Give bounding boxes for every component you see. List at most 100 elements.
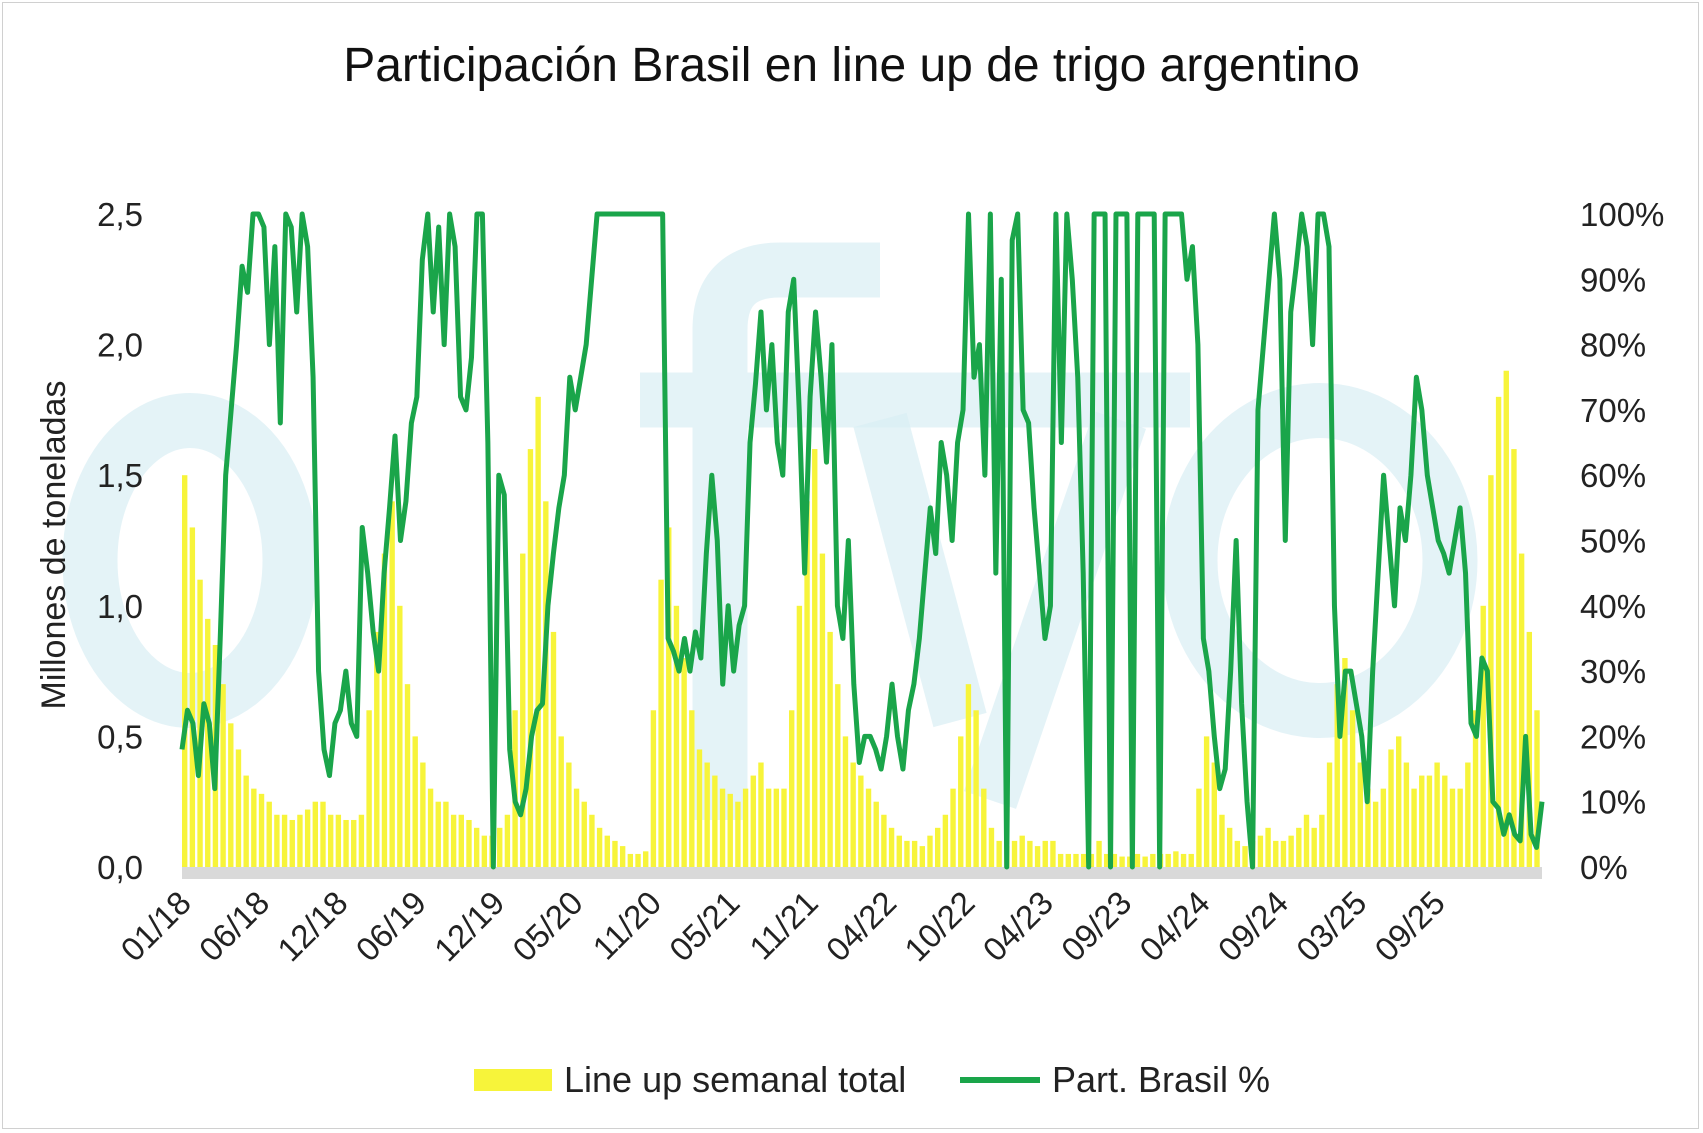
x-axis-baseline: [182, 867, 1542, 879]
y2-tick-label: 40%: [1580, 588, 1646, 625]
bar: [435, 801, 441, 867]
bar: [497, 827, 503, 867]
bar: [1426, 775, 1433, 867]
y2-tick-label: 60%: [1580, 457, 1646, 494]
bar: [973, 710, 979, 867]
x-tick-label: 04/22: [819, 884, 904, 969]
bar: [1203, 736, 1210, 867]
bar: [443, 801, 449, 867]
bar: [573, 788, 580, 867]
bar: [251, 788, 257, 867]
bar: [481, 835, 488, 867]
x-tick-label: 04/24: [1132, 884, 1217, 969]
bar: [281, 814, 288, 867]
bar: [596, 827, 603, 867]
bar: [650, 710, 657, 867]
bar: [942, 814, 949, 867]
y2-tick-label: 80%: [1580, 327, 1646, 364]
bar: [1449, 788, 1456, 867]
x-tick-label: 04/23: [976, 884, 1061, 969]
legend-item-line: Part. Brasil %: [960, 1055, 1270, 1105]
legend: Line up semanal total Part. Brasil %: [0, 1055, 1703, 1105]
bar: [1457, 788, 1463, 867]
bar: [243, 775, 249, 867]
bar: [1526, 631, 1533, 867]
bar: [220, 684, 226, 867]
bar: [1488, 475, 1494, 867]
bar: [297, 814, 303, 867]
x-tick-label: 05/20: [505, 884, 590, 969]
bar: [1042, 840, 1048, 867]
bar: [1280, 840, 1287, 867]
bar: [865, 788, 872, 867]
watermark-shape: [640, 242, 1190, 820]
bar: [1142, 856, 1148, 867]
bar: [1057, 853, 1064, 867]
bar: [397, 605, 403, 867]
bar: [1226, 827, 1233, 867]
bar: [1211, 762, 1217, 867]
watermark-shape: [853, 411, 1147, 809]
bar: [1534, 710, 1540, 867]
bar: [327, 814, 334, 867]
bar: [1411, 788, 1417, 867]
x-tick-label: 12/18: [270, 884, 355, 969]
x-tick-label: 05/21: [662, 884, 747, 969]
bar: [888, 827, 895, 867]
bar: [827, 631, 833, 867]
y2-tick-label: 90%: [1580, 261, 1646, 298]
x-tick-label: 03/25: [1289, 884, 1374, 969]
bar: [466, 819, 472, 867]
bar: [1396, 736, 1402, 867]
bar: [1365, 788, 1371, 867]
bar: [473, 827, 480, 867]
bar: [1495, 396, 1502, 867]
watermark-logo: [62, 242, 1478, 820]
bar: [351, 819, 357, 867]
bar: [235, 749, 242, 867]
legend-swatch-bars: [474, 1069, 552, 1091]
bar: [750, 775, 756, 867]
bar: [950, 788, 956, 867]
bar: [689, 710, 695, 867]
bar: [1011, 840, 1018, 867]
x-tick-label: 09/23: [1054, 884, 1139, 969]
bar: [335, 814, 342, 867]
bar: [904, 840, 910, 867]
bar: [1319, 814, 1325, 867]
bar: [274, 814, 280, 867]
bar: [958, 736, 964, 867]
bar: [266, 801, 272, 867]
bar: [681, 658, 687, 867]
bar: [558, 736, 564, 867]
bar: [312, 801, 318, 867]
bar: [965, 684, 972, 867]
y2-tick-label: 50%: [1580, 523, 1646, 560]
bar: [358, 814, 365, 867]
bar: [1472, 710, 1479, 867]
bar: [1511, 449, 1517, 867]
bar: [604, 835, 610, 867]
bar: [673, 605, 680, 867]
watermark-shape: [1162, 383, 1478, 738]
bar: [1104, 853, 1110, 867]
y2-axis-ticks: 0% 10% 20% 30% 40% 50% 60% 70% 80% 90% 100%: [1580, 196, 1664, 886]
bar: [343, 819, 349, 867]
bar: [1196, 788, 1202, 867]
bar: [911, 840, 918, 867]
x-axis-ticks: 01/1806/1812/1806/1912/1905/2011/2005/21…: [113, 884, 1452, 969]
bar: [412, 736, 418, 867]
bar: [1518, 553, 1525, 867]
bar: [1073, 853, 1079, 867]
bar: [1296, 827, 1302, 867]
bar: [934, 827, 941, 867]
bar: [1065, 853, 1071, 867]
bar: [289, 819, 295, 867]
bar: [842, 736, 849, 867]
bar: [619, 846, 626, 867]
bar: [850, 762, 856, 867]
bar: [1257, 835, 1264, 867]
bar: [1503, 370, 1509, 867]
bar: [520, 553, 526, 867]
